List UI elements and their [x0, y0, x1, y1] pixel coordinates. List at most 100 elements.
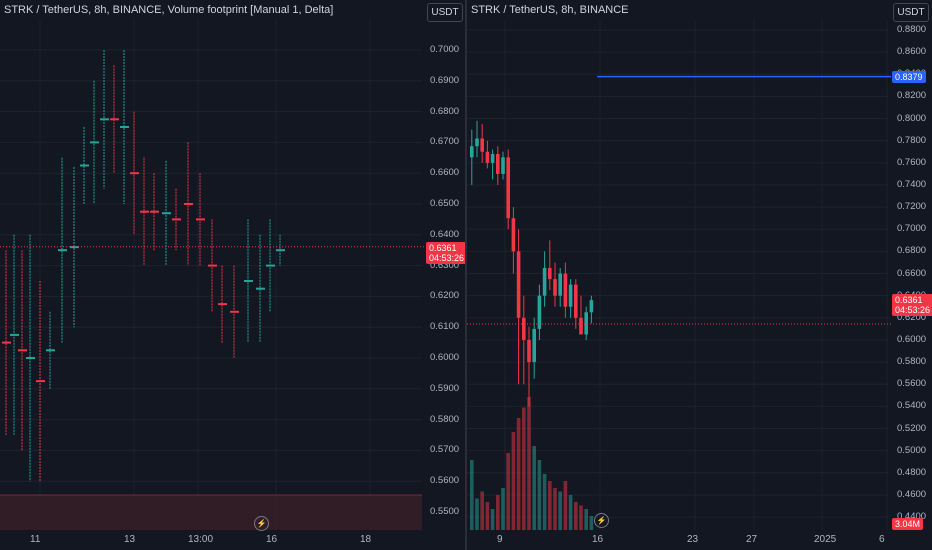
footprint-poc	[244, 280, 253, 282]
footprint-poc	[266, 264, 275, 267]
volume-bar	[506, 453, 510, 530]
candle-body	[579, 317, 583, 335]
candle-body	[537, 295, 542, 329]
volume-bar	[542, 474, 547, 530]
footprint-poc	[58, 249, 67, 252]
candle-body	[574, 284, 578, 318]
volume-bar	[584, 509, 588, 530]
price-tick-label: 0.6200	[897, 311, 927, 323]
candle-body	[511, 218, 516, 252]
candle-body	[558, 273, 562, 296]
footprint-poc	[46, 349, 55, 352]
price-tick-label: 0.5800	[897, 356, 927, 368]
volume-bar	[490, 509, 495, 530]
volume-bar	[480, 491, 484, 530]
volume-bar	[563, 481, 568, 530]
footprint-poc	[80, 164, 89, 167]
left-last-price: 0.6361	[429, 243, 457, 253]
price-tick-label: 0.6000	[897, 333, 927, 345]
price-tick-label: 0.6300	[430, 259, 460, 271]
volume-bar	[522, 407, 526, 530]
price-tick-label: 0.8600	[897, 46, 927, 58]
left-chart-title: STRK / TetherUS, 8h, BINANCE, Volume foo…	[4, 4, 334, 16]
footprint-poc	[276, 249, 285, 252]
price-tick-label: 0.5800	[430, 413, 460, 425]
volume-bar	[568, 495, 573, 530]
volume-bar	[548, 481, 552, 530]
volume-tag: 3.04M	[892, 518, 924, 530]
price-tick-label: 0.7000	[430, 44, 460, 55]
price-tick-label: 0.5700	[430, 444, 460, 456]
price-tick-label: 0.6700	[430, 136, 460, 148]
candle-body	[496, 153, 500, 174]
volume-bar	[516, 418, 521, 530]
volume-bar	[485, 502, 490, 530]
footprint-poc	[36, 380, 45, 383]
price-tick-label: 0.6800	[430, 105, 460, 117]
right-countdown: 04:53:26	[895, 305, 931, 315]
price-tick-label: 0.7400	[897, 178, 927, 190]
candlestick-chart[interactable]	[467, 0, 932, 550]
left-chart-pane[interactable]: STRK / TetherUS, 8h, BINANCE, Volume foo…	[0, 0, 465, 550]
footprint-chart[interactable]	[0, 0, 465, 550]
lightning-icon[interactable]: ⚡	[254, 516, 269, 531]
price-tick-label: 0.6600	[430, 167, 460, 179]
candle-body	[589, 300, 594, 313]
price-tick-label: 0.7800	[897, 134, 927, 146]
time-tick-label: 18	[360, 534, 372, 545]
volume-band	[0, 495, 422, 530]
right-last-price-tag: 0.6361 04:53:26	[892, 294, 932, 316]
footprint-poc	[18, 349, 27, 352]
time-tick-label: 23	[687, 534, 699, 545]
footprint-poc	[208, 264, 217, 267]
footprint-poc	[172, 218, 181, 221]
price-tick-label: 0.6800	[897, 245, 927, 257]
footprint-poc	[184, 203, 193, 205]
candle-body	[553, 279, 557, 296]
price-tick-label: 0.7600	[897, 156, 927, 168]
right-last-price: 0.6361	[895, 295, 923, 305]
footprint-poc	[110, 118, 119, 121]
candle-body	[527, 339, 531, 363]
footprint-poc	[100, 118, 109, 121]
candle-body	[522, 317, 526, 340]
price-tick-label: 0.6500	[430, 198, 460, 209]
footprint-poc	[162, 212, 171, 215]
time-tick-label: 11	[30, 534, 41, 545]
footprint-poc	[150, 210, 159, 213]
volume-bar	[589, 516, 594, 530]
level-price-tag: 0.8379	[892, 71, 926, 83]
volume-bar	[532, 446, 536, 530]
candle-body	[490, 153, 495, 163]
candle-body	[480, 138, 484, 152]
volume-bar	[579, 505, 583, 530]
price-tick-label: 0.8800	[897, 24, 927, 35]
candle-body	[563, 273, 568, 307]
price-tick-label: 0.5900	[430, 382, 460, 394]
volume-bar	[475, 498, 479, 530]
time-tick-label: 6	[879, 534, 885, 545]
price-tick-label: 0.4600	[897, 488, 927, 500]
candle-body	[506, 157, 510, 219]
right-chart-pane[interactable]: STRK / TetherUS, 8h, BINANCE USDT 0.8800…	[467, 0, 932, 550]
footprint-poc	[2, 341, 11, 344]
price-tick-label: 0.5500	[430, 506, 460, 517]
right-currency-button[interactable]: USDT	[893, 3, 929, 22]
volume-bar	[553, 488, 557, 530]
candle-body	[470, 146, 474, 158]
footprint-poc	[256, 287, 265, 290]
volume-bar	[537, 460, 542, 530]
lightning-icon[interactable]: ⚡	[594, 513, 609, 528]
time-tick-label: 9	[497, 534, 503, 545]
price-tick-label: 0.7000	[897, 223, 927, 235]
footprint-poc	[140, 210, 149, 213]
left-currency-button[interactable]: USDT	[427, 3, 463, 22]
price-tick-label: 0.8200	[897, 90, 927, 102]
volume-bar	[470, 460, 474, 530]
price-tick-label: 0.5600	[897, 378, 927, 390]
price-tick-label: 0.6400	[430, 228, 460, 240]
candle-body	[516, 251, 521, 318]
candle-body	[532, 328, 536, 363]
candle-body	[584, 312, 588, 335]
pane-divider[interactable]	[465, 0, 467, 550]
